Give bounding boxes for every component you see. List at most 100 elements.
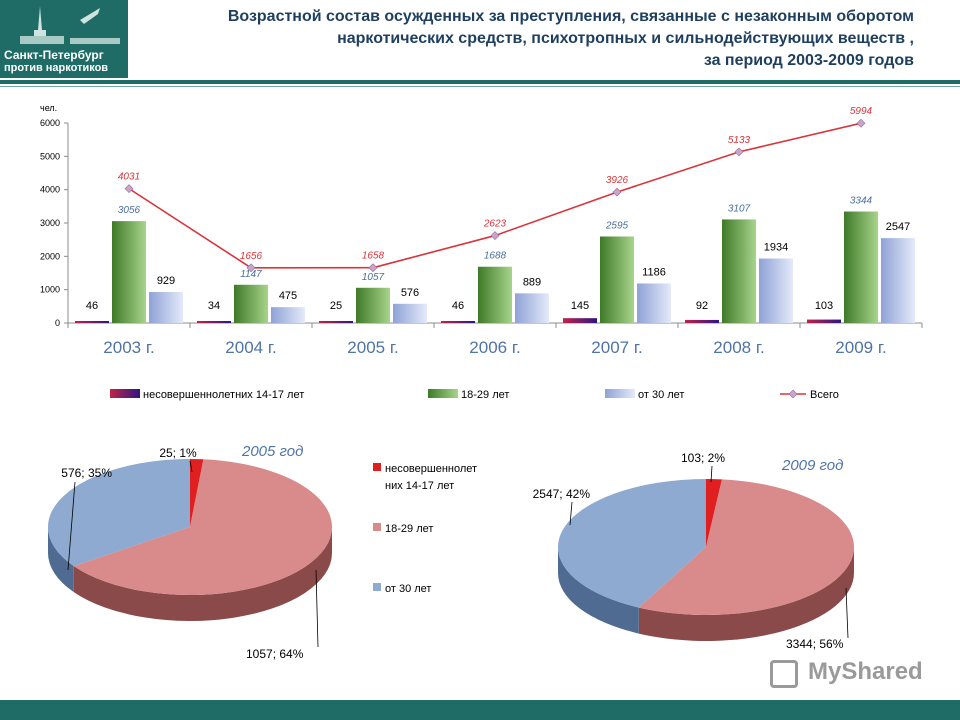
x-tick-label: 2007 г. <box>591 338 642 357</box>
y-tick-label: 4000 <box>40 185 60 195</box>
header-divider <box>0 80 960 84</box>
adult-bar-label: 929 <box>157 275 175 287</box>
pie-2005-data-label: 25; 1% <box>159 446 197 460</box>
minors-bar-label: 46 <box>452 300 464 312</box>
adult-bar <box>271 307 305 323</box>
y-axis-unit: чел. <box>40 103 57 113</box>
total-label: 5994 <box>850 106 873 117</box>
title-line-3: за период 2003-2009 годов <box>703 52 914 69</box>
pie-legend-swatch <box>373 523 381 531</box>
pie-legend-swatch <box>373 583 381 591</box>
pie-legend-label: от 30 лет <box>385 583 431 595</box>
adult-bar <box>515 293 549 323</box>
pie-2005-leader-line <box>189 460 193 473</box>
legend-swatch <box>110 389 140 398</box>
legend-label: несовершеннолетних 14-17 лет <box>143 389 304 401</box>
young-bar-label: 3107 <box>728 203 751 214</box>
young-bar <box>112 221 146 323</box>
legend-label: Всего <box>810 389 839 401</box>
pie-2009-slice <box>558 479 706 608</box>
adult-bar-label: 2547 <box>886 221 910 233</box>
adult-bar-label: 1186 <box>642 266 666 278</box>
adult-bar-label: 475 <box>279 290 297 302</box>
young-bar-label: 3344 <box>850 196 873 207</box>
adult-bar-label: 1934 <box>764 242 788 254</box>
x-tick-label: 2003 г. <box>103 338 154 357</box>
pie-2009-slice-side <box>558 547 639 634</box>
adult-bar <box>637 283 671 323</box>
young-bar <box>722 219 756 323</box>
young-bar <box>234 284 268 323</box>
total-label: 2623 <box>483 219 507 230</box>
bar-chart-legend: несовершеннолетних 14-17 лет 18-29 лет от … <box>110 389 839 401</box>
page-title: Возрастной состав осужденных за преступл… <box>140 6 914 72</box>
pie-2009-data-label: 103; 2% <box>681 451 725 465</box>
minors-bar-label: 46 <box>86 300 98 312</box>
title-line-2: наркотических средств, психотропных и си… <box>337 30 914 47</box>
adult-bar-label: 576 <box>401 287 419 299</box>
pie-legend-label: 18-29 лет <box>385 523 433 535</box>
pie-2005-data-label: 576; 35% <box>61 466 112 480</box>
pie-2005-slice <box>47 459 191 567</box>
minors-bar-label: 25 <box>330 300 342 312</box>
pie-legend-label: них 14-17 лет <box>385 480 454 492</box>
adult-bar <box>393 303 427 323</box>
footer-bar <box>0 700 960 720</box>
minors-bar-label: 145 <box>571 300 589 312</box>
pie-2009-leader-line <box>569 501 573 526</box>
y-tick-label: 0 <box>55 318 60 328</box>
pie-2005-leader-line <box>315 569 319 648</box>
x-tick-label: 2008 г. <box>713 338 764 357</box>
x-tick-label: 2006 г. <box>469 338 520 357</box>
title-line-1: Возрастной состав осужденных за преступл… <box>227 8 914 25</box>
y-tick-label: 1000 <box>40 285 60 295</box>
x-tick-label: 2009 г. <box>835 338 886 357</box>
total-point <box>368 263 378 273</box>
logo-city: Санкт-Петербург <box>4 48 104 62</box>
minors-bar <box>441 321 475 323</box>
total-label: 5133 <box>728 135 751 146</box>
pie-2005-leader-line <box>67 481 76 571</box>
pie-2009-leader-line <box>845 587 849 639</box>
minors-bar <box>685 319 719 323</box>
young-bar <box>600 236 634 323</box>
minors-bar <box>319 321 353 323</box>
legend-label: 18-29 лет <box>461 389 509 401</box>
minors-bar <box>197 321 231 323</box>
pie-2009-data-label: 3344; 56% <box>786 637 844 651</box>
young-bar-label: 1057 <box>362 272 385 283</box>
total-label: 4031 <box>118 172 140 183</box>
young-bar-label: 1688 <box>484 251 507 262</box>
legend-label: от 30 лет <box>638 389 684 401</box>
pie-2009-slice <box>638 479 854 615</box>
pie-2005-slice-side <box>73 527 333 621</box>
adult-bar <box>149 292 183 323</box>
pie-charts: 2005 год 25; 1% 1057; 64% 576; 35% 2009 год 1… <box>47 443 854 661</box>
legend-swatch <box>428 389 458 398</box>
bar-line-chart: чел. 0 1000 2000 3000 4000 5000 6000 46 3056 929 20… <box>40 103 923 357</box>
total-label: 1658 <box>362 251 385 262</box>
pie-legend-label: несовершеннолет <box>385 463 477 475</box>
young-bar <box>478 266 512 323</box>
watermark: MyShared <box>808 658 923 685</box>
adult-bar <box>759 258 793 323</box>
pie-2005-slice <box>190 459 204 527</box>
watermark-icon <box>770 660 798 688</box>
y-tick-label: 2000 <box>40 251 60 261</box>
minors-bar-label: 92 <box>696 300 708 312</box>
pie-2009-title: 2009 год <box>781 457 843 474</box>
pie-2009-leader-line <box>710 465 713 483</box>
total-label: 3926 <box>606 175 629 186</box>
total-point <box>734 147 744 157</box>
pie-2009-slice <box>706 479 722 547</box>
adult-bar-label: 889 <box>523 276 541 288</box>
logo: Санкт-Петербург против наркотиков <box>0 0 128 78</box>
y-tick-label: 5000 <box>40 151 60 161</box>
pie-2009-slice-side <box>638 547 854 641</box>
minors-bar-label: 103 <box>815 300 833 312</box>
total-point <box>856 118 866 128</box>
total-point <box>124 184 134 194</box>
adult-bar <box>881 238 915 323</box>
pie-2005-slice <box>73 459 333 595</box>
young-bar-label: 2595 <box>605 221 629 232</box>
